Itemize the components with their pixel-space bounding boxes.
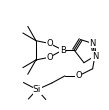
Text: B: B — [60, 46, 66, 55]
Text: O: O — [75, 71, 82, 80]
Text: O: O — [46, 39, 53, 48]
Text: Si: Si — [33, 85, 41, 94]
Text: O: O — [46, 53, 53, 62]
Text: N: N — [89, 39, 96, 48]
Text: N: N — [92, 52, 98, 61]
